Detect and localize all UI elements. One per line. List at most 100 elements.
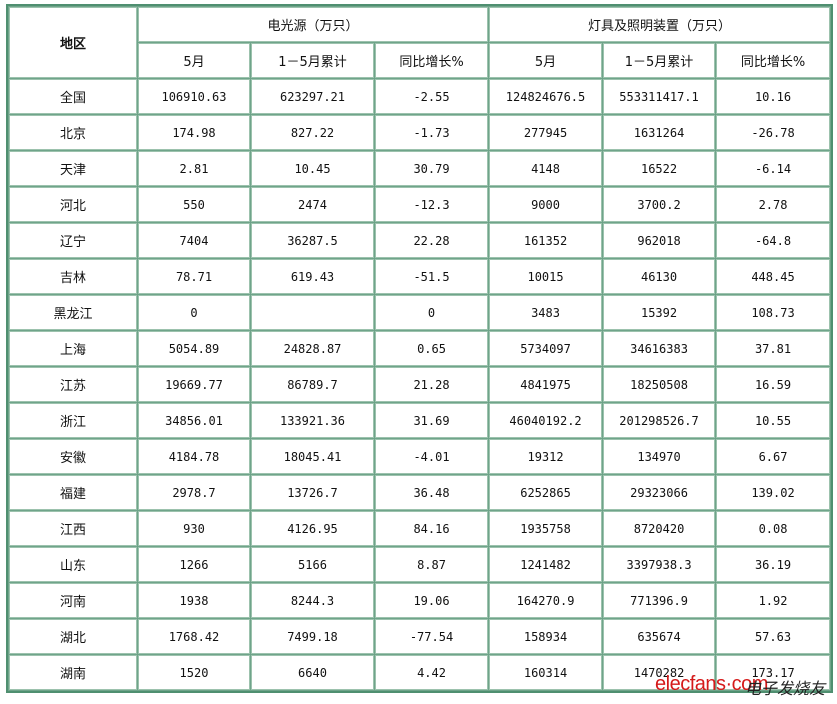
value-cell: 4.42 bbox=[375, 655, 489, 690]
table-row: 湖南 1520 6640 4.42 160314 1470282 173.17 bbox=[9, 655, 830, 690]
value-cell: 0.65 bbox=[375, 331, 489, 366]
value-cell: 1470282 bbox=[603, 655, 716, 690]
header-row-1: 地区 电光源（万只） 灯具及照明装置（万只） bbox=[9, 7, 830, 78]
table-row: 河南 1938 8244.3 19.06 164270.9 771396.9 1.92 bbox=[9, 583, 830, 618]
value-cell: 2.81 bbox=[138, 151, 250, 186]
value-cell: 16522 bbox=[603, 151, 716, 186]
value-cell: 46040192.2 bbox=[489, 403, 603, 438]
value-cell: 8.87 bbox=[375, 547, 489, 582]
value-cell: -26.78 bbox=[716, 115, 830, 150]
table-row: 天津 2.81 10.45 30.79 4148 16522 -6.14 bbox=[9, 151, 830, 186]
value-cell: 4184.78 bbox=[138, 439, 250, 474]
table-row: 上海 5054.89 24828.87 0.65 5734097 34616383 37.8… bbox=[9, 331, 830, 366]
value-cell: 2978.7 bbox=[138, 475, 250, 510]
value-cell: -51.5 bbox=[375, 259, 489, 294]
value-cell: -2.55 bbox=[375, 79, 489, 114]
value-cell: 8720420 bbox=[603, 511, 716, 546]
header-lamps: 灯具及照明装置（万只） bbox=[489, 7, 830, 42]
value-cell: 5734097 bbox=[489, 331, 603, 366]
value-cell: 19669.77 bbox=[138, 367, 250, 402]
value-cell: 0.08 bbox=[716, 511, 830, 546]
table-row: 湖北 1768.42 7499.18 -77.54 158934 635674 57.63 bbox=[9, 619, 830, 654]
region-cell: 江西 bbox=[9, 511, 137, 546]
value-cell: 3397938.3 bbox=[603, 547, 716, 582]
value-cell: 30.79 bbox=[375, 151, 489, 186]
region-cell: 北京 bbox=[9, 115, 137, 150]
value-cell: 5054.89 bbox=[138, 331, 250, 366]
value-cell: 448.45 bbox=[716, 259, 830, 294]
value-cell: 10015 bbox=[489, 259, 603, 294]
header-sub: 1－5月累计 bbox=[603, 43, 716, 78]
table-row: 江西 930 4126.95 84.16 1935758 8720420 0.08 bbox=[9, 511, 830, 546]
value-cell: -6.14 bbox=[716, 151, 830, 186]
value-cell: 24828.87 bbox=[251, 331, 374, 366]
region-cell: 河南 bbox=[9, 583, 137, 618]
value-cell: 34616383 bbox=[603, 331, 716, 366]
value-cell: 6640 bbox=[251, 655, 374, 690]
value-cell: 34856.01 bbox=[138, 403, 250, 438]
value-cell: 158934 bbox=[489, 619, 603, 654]
table-row: 山东 1266 5166 8.87 1241482 3397938.3 36.19 bbox=[9, 547, 830, 582]
value-cell: 21.28 bbox=[375, 367, 489, 402]
value-cell: 5166 bbox=[251, 547, 374, 582]
value-cell: 8244.3 bbox=[251, 583, 374, 618]
region-cell: 辽宁 bbox=[9, 223, 137, 258]
value-cell: 2474 bbox=[251, 187, 374, 222]
table-row: 北京 174.98 827.22 -1.73 277945 1631264 -26.78 bbox=[9, 115, 830, 150]
header-sub: 5月 bbox=[489, 43, 603, 78]
region-cell: 福建 bbox=[9, 475, 137, 510]
value-cell: 22.28 bbox=[375, 223, 489, 258]
value-cell: 550 bbox=[138, 187, 250, 222]
value-cell: 46130 bbox=[603, 259, 716, 294]
header-row-2: 5月 1－5月累计 同比增长% 5月 1－5月累计 同比增长% bbox=[9, 43, 830, 78]
value-cell: 4148 bbox=[489, 151, 603, 186]
value-cell: 623297.21 bbox=[251, 79, 374, 114]
value-cell: 6.67 bbox=[716, 439, 830, 474]
value-cell: 1266 bbox=[138, 547, 250, 582]
value-cell: 6252865 bbox=[489, 475, 603, 510]
value-cell: 108.73 bbox=[716, 295, 830, 330]
header-sub: 同比增长% bbox=[375, 43, 489, 78]
value-cell: 18045.41 bbox=[251, 439, 374, 474]
value-cell: 4126.95 bbox=[251, 511, 374, 546]
value-cell: 10.45 bbox=[251, 151, 374, 186]
table-row: 全国 106910.63 623297.21 -2.55 124824676.5 5533… bbox=[9, 79, 830, 114]
value-cell: 36.19 bbox=[716, 547, 830, 582]
region-cell: 江苏 bbox=[9, 367, 137, 402]
header-light-source: 电光源（万只） bbox=[138, 7, 489, 42]
value-cell: 3700.2 bbox=[603, 187, 716, 222]
value-cell: 619.43 bbox=[251, 259, 374, 294]
value-cell: 173.17 bbox=[716, 655, 830, 690]
value-cell: 57.63 bbox=[716, 619, 830, 654]
data-table: 地区 电光源（万只） 灯具及照明装置（万只） 5月 1－5月累计 同比增长% 5… bbox=[6, 4, 833, 693]
value-cell: 0 bbox=[375, 295, 489, 330]
value-cell: 133921.36 bbox=[251, 403, 374, 438]
value-cell: 84.16 bbox=[375, 511, 489, 546]
value-cell: -64.8 bbox=[716, 223, 830, 258]
header-region: 地区 bbox=[9, 7, 137, 78]
value-cell: 160314 bbox=[489, 655, 603, 690]
value-cell: 78.71 bbox=[138, 259, 250, 294]
value-cell: 13726.7 bbox=[251, 475, 374, 510]
region-cell: 天津 bbox=[9, 151, 137, 186]
region-cell: 河北 bbox=[9, 187, 137, 222]
value-cell: -12.3 bbox=[375, 187, 489, 222]
value-cell: 201298526.7 bbox=[603, 403, 716, 438]
value-cell: -1.73 bbox=[375, 115, 489, 150]
value-cell: 2.78 bbox=[716, 187, 830, 222]
value-cell: -77.54 bbox=[375, 619, 489, 654]
table-row: 浙江 34856.01 133921.36 31.69 46040192.2 201298… bbox=[9, 403, 830, 438]
value-cell: 7499.18 bbox=[251, 619, 374, 654]
region-cell: 黑龙江 bbox=[9, 295, 137, 330]
table-row: 河北 550 2474 -12.3 9000 3700.2 2.78 bbox=[9, 187, 830, 222]
value-cell: 962018 bbox=[603, 223, 716, 258]
value-cell bbox=[251, 295, 374, 330]
watermark-logo: elecfans·com bbox=[655, 673, 768, 695]
value-cell: 1520 bbox=[138, 655, 250, 690]
value-cell: 164270.9 bbox=[489, 583, 603, 618]
value-cell: 827.22 bbox=[251, 115, 374, 150]
value-cell: 36.48 bbox=[375, 475, 489, 510]
value-cell: 7404 bbox=[138, 223, 250, 258]
watermark-cn: 电子发烧友 bbox=[745, 679, 826, 698]
value-cell: 930 bbox=[138, 511, 250, 546]
